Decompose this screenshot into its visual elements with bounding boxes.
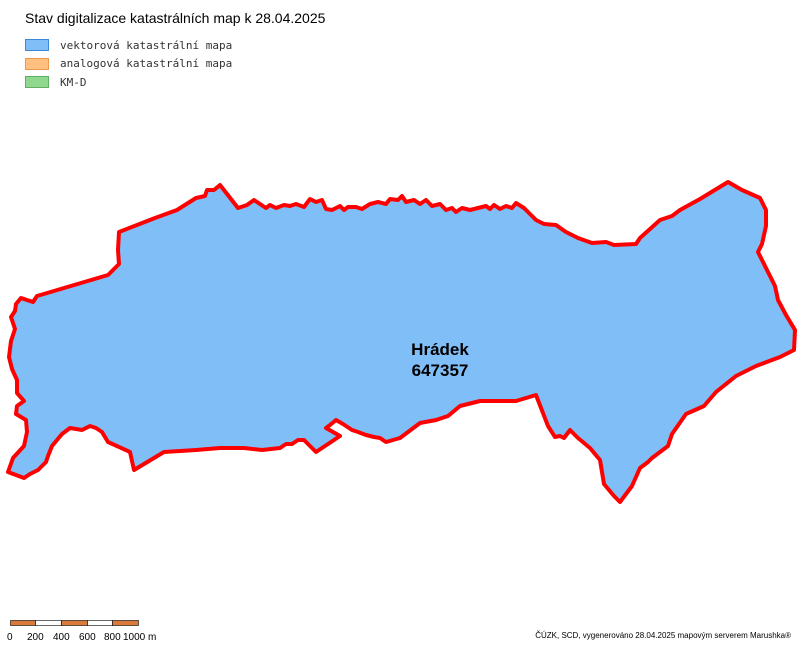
area-code-label: 647357	[412, 361, 469, 380]
scale-label: 200	[27, 632, 44, 643]
scale-label: 400	[53, 632, 70, 643]
scale-segment	[87, 620, 113, 626]
scale-segment	[10, 620, 36, 626]
legend-label-vector: vektorová katastrální mapa	[60, 38, 233, 52]
area-name-label: Hrádek	[411, 340, 469, 359]
map-title: Stav digitalizace katastrálních map k 28…	[25, 10, 326, 26]
scale-segment	[112, 620, 139, 626]
scale-label: 0	[7, 632, 13, 643]
scale-labels: 0 200 400 600 800 1000 m	[0, 632, 800, 646]
legend-label-analog: analogová katastrální mapa	[60, 57, 233, 71]
legend-swatch-kmd	[25, 76, 49, 89]
legend-swatch-analog	[25, 57, 49, 70]
legend-label-kmd: KM-D	[60, 75, 87, 89]
scale-label: 1000 m	[123, 632, 157, 643]
legend-item-vector: vektorová katastrální mapa	[25, 36, 232, 55]
legend-item-analog: analogová katastrální mapa	[25, 55, 232, 74]
scale-label: 800	[104, 632, 121, 643]
scale-label: 600	[79, 632, 96, 643]
scale-segment	[61, 620, 88, 626]
cadastral-area-polygon[interactable]	[6, 180, 797, 504]
legend: vektorová katastrální mapa analogová kat…	[25, 36, 232, 92]
scale-bar	[10, 620, 139, 626]
scale-segment	[35, 620, 62, 626]
legend-swatch-vector	[25, 39, 49, 52]
copyright-footer: ČÚZK, SCD, vygenerováno 28.04.2025 mapov…	[535, 631, 791, 640]
legend-item-kmd: KM-D	[25, 73, 232, 92]
